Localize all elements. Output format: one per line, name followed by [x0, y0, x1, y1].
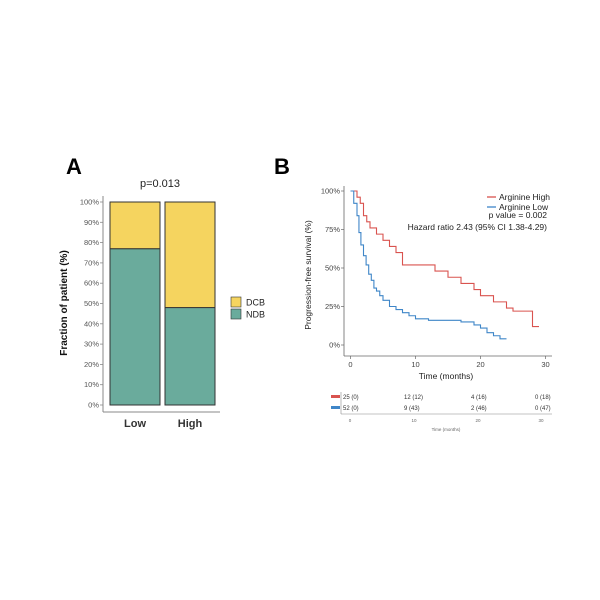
panel-b-x-ticks: 0 10 20 30	[348, 356, 550, 369]
legend-swatch-dcb	[230, 296, 242, 308]
panel-b-x-tick: 10	[411, 360, 419, 369]
panel-a-letter: A	[66, 154, 82, 179]
legend-swatch-ndb	[230, 308, 242, 320]
panel-b-y-tick: 0%	[329, 341, 340, 350]
panel-b-y-tick: 50%	[325, 264, 340, 273]
risk-xlabel: Time (months)	[432, 427, 461, 432]
panel-a-y-tick: 50%	[84, 299, 99, 308]
risk-row-marker	[331, 406, 340, 409]
panel-a-y-ticks: 0% 10% 20% 30% 40% 50% 60% 70% 80% 90% 100%	[80, 198, 103, 410]
risk-cell: 4 (16)	[471, 395, 487, 401]
panel-a-bars	[109, 201, 216, 406]
bar-high-dcb	[164, 201, 216, 309]
panel-b-x-tick: 0	[348, 360, 352, 369]
risk-x-tick: 0	[349, 418, 352, 423]
risk-cell: 0 (18)	[535, 395, 551, 401]
panel-b-xlabel: Time (months)	[419, 371, 474, 381]
panel-b-y-tick: 100%	[321, 187, 341, 196]
bar-low-dcb	[109, 201, 161, 250]
panel-a-category-labels: Low High	[124, 418, 202, 430]
panel-a-y-tick: 30%	[84, 340, 99, 349]
panel-a-y-tick: 80%	[84, 238, 99, 247]
panel-b-y-tick: 25%	[325, 302, 340, 311]
risk-x-tick: 20	[475, 418, 481, 423]
panel-b-y-ticks: 0% 25% 50% 75% 100%	[321, 187, 344, 350]
panel-a-y-tick: 60%	[84, 279, 99, 288]
risk-x-tick: 30	[538, 418, 544, 423]
risk-cell: 25 (0)	[343, 395, 359, 401]
legend-label-dcb: DCB	[246, 298, 265, 308]
panel-b-letter: B	[274, 154, 290, 179]
panel-b-curves	[350, 190, 539, 340]
category-label: High	[178, 418, 203, 430]
risk-x-tick: 10	[411, 418, 417, 423]
panel-b-y-tick: 75%	[325, 225, 340, 234]
panel-b-pvalue: p value = 0.002	[489, 210, 548, 220]
risk-cell: 0 (47)	[535, 406, 551, 412]
bar-low-ndb	[109, 248, 161, 406]
risk-cell: 52 (0)	[343, 406, 359, 412]
legend-label-ndb: NDB	[246, 310, 265, 320]
km-legend-label: Arginine High	[499, 192, 550, 202]
panel-b-x-tick: 30	[541, 360, 549, 369]
panel-b-risk-table: 25 (0) 12 (12) 4 (16) 0 (18) 52 (0) 9 (43) 2 (…	[331, 392, 552, 432]
risk-row-marker	[331, 395, 340, 398]
risk-cell: 9 (43)	[404, 406, 420, 412]
panel-b-hazard-ratio: Hazard ratio 2.43 (95% CI 1.38-4.29)	[408, 222, 548, 232]
bar-high-ndb	[164, 307, 216, 406]
panel-b-ylabel: Progression-free survival (%)	[303, 220, 313, 330]
risk-cell: 12 (12)	[404, 395, 423, 401]
panel-a-y-tick: 70%	[84, 258, 99, 267]
panel-a-y-tick: 20%	[84, 360, 99, 369]
km-curve-arginine-low	[350, 190, 507, 340]
risk-cell: 2 (46)	[471, 406, 487, 412]
category-label: Low	[124, 418, 146, 430]
panel-a: A p=0.013 Fraction of patient (%) 0% 10% 2…	[59, 154, 265, 430]
panel-a-y-tick: 100%	[80, 198, 100, 207]
panel-a-y-tick: 90%	[84, 218, 99, 227]
panel-b: B Progression-free survival (%) 0% 25% 50%…	[274, 154, 552, 432]
panel-a-y-tick: 40%	[84, 319, 99, 328]
panel-b-x-tick: 20	[476, 360, 484, 369]
panel-a-pvalue: p=0.013	[140, 178, 180, 190]
km-legend-label: Arginine Low	[499, 202, 549, 212]
panel-a-y-tick: 0%	[88, 401, 99, 410]
km-curve-arginine-high	[350, 190, 539, 328]
panel-a-ylabel: Fraction of patient (%)	[59, 250, 70, 356]
panel-a-legend: DCB NDB	[230, 296, 265, 320]
panel-a-y-tick: 10%	[84, 380, 99, 389]
